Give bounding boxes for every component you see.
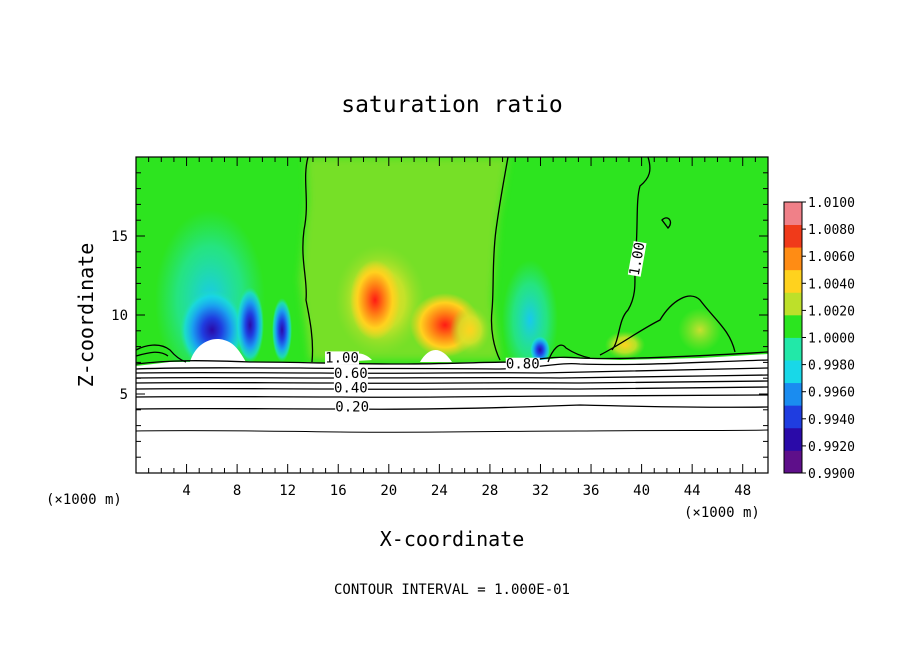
colorbar-swatch (784, 360, 802, 384)
contour-0-20 (136, 404, 768, 410)
contour-labels: 1.00 0.80 0.600.40 0.20 1.00 (325, 241, 648, 415)
dry-pocket-3 (420, 349, 452, 362)
contour-0-60 (136, 374, 768, 379)
colorbar-label: 1.0000 (808, 332, 855, 347)
dry-pocket-1 (190, 339, 246, 362)
colorbar-label: 1.0040 (808, 277, 855, 292)
x-tick-label: 12 (279, 483, 296, 499)
contour-1-00-left (302, 157, 314, 363)
contour-interval-note: CONTOUR INTERVAL = 1.000E-01 (334, 582, 570, 598)
contour-label-bg (325, 351, 360, 365)
contour-label-bg (505, 357, 540, 371)
contour-label-bg (335, 400, 370, 414)
contour-label-bg (333, 381, 368, 395)
contour-label: 0.80 (506, 357, 540, 373)
contour-terrain-left (136, 344, 187, 363)
y-axis-label: Z-coordinate (74, 243, 98, 388)
x-tick-label: 20 (380, 483, 397, 499)
colorbar-label: 0.9940 (808, 413, 855, 428)
contour-label: 0.60 (334, 366, 368, 382)
y-axis: 5 10 15 (111, 172, 768, 458)
colorbar-swatch (784, 292, 802, 316)
contour-0-40 (136, 386, 768, 390)
x-tick-label: 44 (684, 483, 701, 499)
colorbar-swatch (784, 269, 802, 293)
contour-1-00-blob (661, 217, 672, 229)
contour-label: 1.00 (627, 241, 649, 277)
dry-anomaly-6 (530, 336, 550, 364)
colorbar-label: 1.0100 (808, 196, 855, 211)
subsaturated-layer (136, 354, 768, 473)
dry-anomaly-4 (272, 298, 292, 362)
moist-anomaly-2 (350, 260, 400, 340)
contour-0-10 (136, 429, 768, 433)
contour-terrain-mid (547, 344, 591, 363)
plot-area (136, 157, 768, 473)
contour-label-bg (627, 241, 647, 277)
contour-label: 1.00 (325, 350, 359, 366)
contour-0-30 (136, 394, 768, 398)
x-unit-left: (×1000 m) (46, 492, 122, 508)
contour-0-50 (136, 380, 768, 384)
colorbar-label: 1.0020 (808, 304, 855, 319)
colorbar-swatch (784, 450, 802, 474)
y-tick-label: 5 (120, 387, 128, 403)
colorbar-label: 0.9900 (808, 467, 855, 482)
colorbar-swatch (784, 337, 802, 361)
colorbar-swatch (784, 382, 802, 406)
colorbar-label: 0.9920 (808, 440, 855, 455)
moist-anomaly-5 (678, 308, 722, 352)
contour-0-90 (136, 351, 768, 365)
contour-0-70 (136, 367, 768, 374)
x-tick-label: 32 (532, 483, 549, 499)
colorbar-label: 1.0080 (808, 223, 855, 238)
dry-anomaly-3 (236, 287, 264, 363)
x-unit-right: (×1000 m) (684, 505, 760, 521)
y-tick-label: 15 (111, 229, 128, 245)
contour-label-bg (333, 367, 368, 381)
contour-0-80 (136, 359, 768, 370)
colorbar-swatch (784, 405, 802, 429)
x-tick-label: 16 (330, 483, 347, 499)
colorbar-label: 1.0060 (808, 250, 855, 265)
x-tick-label: 48 (734, 483, 751, 499)
x-tick-label: 36 (583, 483, 600, 499)
contour-1-00-right (490, 157, 509, 361)
x-tick-label: 8 (233, 483, 241, 499)
colorbar-swatch (784, 314, 802, 338)
colorbar-swatch (784, 247, 802, 271)
moist-anomaly-6 (605, 331, 645, 359)
contour-label: 0.40 (334, 380, 368, 396)
x-tick-label: 4 (182, 483, 190, 499)
x-axis-label: X-coordinate (380, 527, 525, 551)
x-tick-label: 24 (431, 483, 448, 499)
colorbar-swatch (784, 427, 802, 451)
colorbar-label: 0.9960 (808, 386, 855, 401)
y-tick-label: 10 (111, 308, 128, 324)
moist-anomaly-4 (450, 306, 490, 354)
colorbar-swatch (784, 202, 802, 225)
x-tick-label: 40 (633, 483, 650, 499)
colorbar-label: 0.9980 (808, 359, 855, 374)
chart-title: saturation ratio (341, 92, 563, 118)
contour-label: 0.20 (335, 399, 369, 415)
x-axis: 4 8 12 16 20 24 28 32 36 40 44 48 (148, 157, 756, 499)
colorbar: 1.0100 1.0080 1.0060 1.0040 1.0020 1.0000 0.99… (783, 196, 855, 482)
colorbar-swatch (784, 224, 802, 248)
x-tick-label: 28 (481, 483, 498, 499)
